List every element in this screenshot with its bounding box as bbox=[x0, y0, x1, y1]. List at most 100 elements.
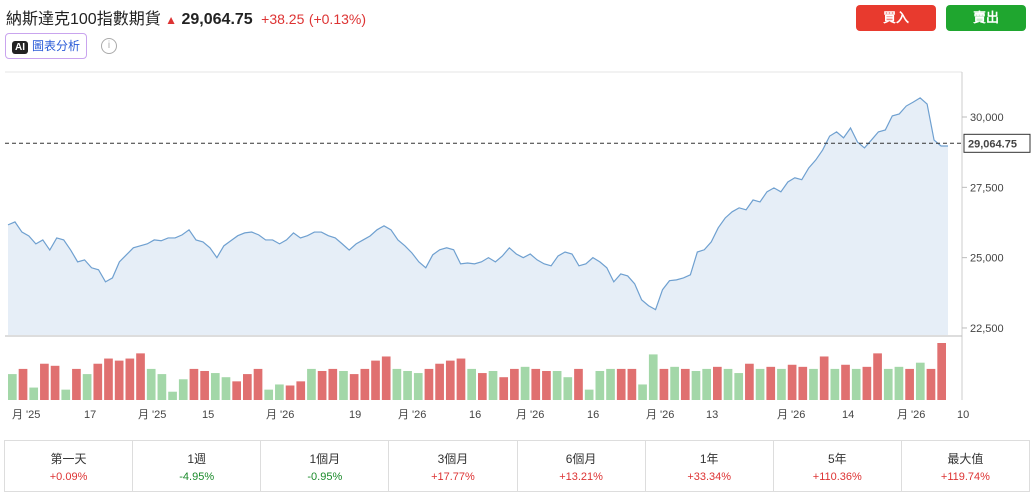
volume-bar bbox=[616, 368, 626, 400]
volume-bar bbox=[499, 377, 509, 400]
volume-bar bbox=[713, 366, 722, 400]
x-tick-label: 月 '25 bbox=[12, 409, 40, 421]
period-change: -4.95% bbox=[179, 471, 215, 483]
volume-bar bbox=[531, 368, 541, 400]
volume-bar bbox=[937, 343, 946, 400]
info-icon[interactable]: i bbox=[101, 38, 117, 54]
change-pct: (+0.13%) bbox=[308, 11, 367, 27]
period-cell[interactable]: 6個月 +13.21% bbox=[518, 441, 646, 491]
volume-bar bbox=[798, 366, 808, 400]
header: 納斯達克100指數期貨 ▲ 29,064.75 +38.25 (+0.13%) bbox=[6, 5, 366, 29]
volume-bar bbox=[93, 363, 103, 400]
x-tick-label: 月 '26 bbox=[777, 409, 805, 421]
volume-bar bbox=[136, 353, 145, 400]
x-tick-label: 月 '26 bbox=[398, 409, 426, 421]
x-tick-label: 月 '26 bbox=[266, 409, 294, 421]
period-label: 6個月 bbox=[565, 452, 597, 466]
volume-bar bbox=[584, 389, 594, 400]
x-tick-label: 月 '26 bbox=[646, 409, 674, 421]
volume-bar bbox=[146, 368, 156, 400]
volume-bar bbox=[82, 374, 92, 400]
volume-bar bbox=[157, 374, 167, 400]
ai-button[interactable]: AI 圖表分析 bbox=[5, 33, 88, 59]
x-tick-label: 17 bbox=[84, 409, 96, 421]
volume-bar bbox=[403, 370, 412, 400]
volume-bar bbox=[264, 389, 274, 400]
price-line bbox=[7, 97, 948, 311]
volume-bar bbox=[178, 379, 188, 400]
volume-bar bbox=[755, 368, 765, 400]
volume-bar bbox=[873, 353, 882, 400]
period-label: 最大值 bbox=[947, 452, 984, 466]
volume-bar bbox=[50, 365, 60, 400]
volume-bar bbox=[542, 370, 551, 400]
volume-bar bbox=[648, 354, 658, 400]
volume-bar bbox=[285, 385, 295, 400]
volume-bar bbox=[349, 374, 359, 400]
volume-bar bbox=[627, 368, 637, 400]
period-cell[interactable]: 最大值 +119.74% bbox=[902, 441, 1029, 491]
volume-bar bbox=[563, 377, 573, 400]
volume-bar bbox=[29, 387, 39, 400]
volume-bar bbox=[221, 377, 231, 400]
period-cell[interactable]: 3個月 +17.77% bbox=[389, 441, 518, 491]
change: +38.25 bbox=[261, 11, 305, 27]
y-tick-label: 30,000 bbox=[970, 112, 1004, 124]
volume-bar bbox=[435, 363, 444, 400]
volume-bar bbox=[339, 370, 348, 400]
y-tick-label: 27,500 bbox=[970, 182, 1004, 194]
title: 納斯達克100指數期貨 bbox=[6, 11, 161, 28]
period-cell[interactable]: 第一天 +0.09% bbox=[5, 441, 134, 491]
volume-bar bbox=[841, 364, 850, 400]
period-change: +0.09% bbox=[49, 471, 88, 483]
x-tick-label: 16 bbox=[587, 409, 599, 421]
x-tick-label: 月 '26 bbox=[516, 409, 544, 421]
period-label: 1個月 bbox=[309, 452, 341, 466]
volume-bar bbox=[114, 360, 124, 400]
volume-bar bbox=[445, 360, 455, 400]
volume-bar bbox=[243, 374, 252, 400]
period-cell[interactable]: 1個月 -0.95% bbox=[261, 441, 390, 491]
period-cell[interactable]: 1年 +33.34% bbox=[646, 441, 774, 491]
x-tick-label: 16 bbox=[469, 409, 481, 421]
period-cell[interactable]: 1週 -4.95% bbox=[133, 441, 262, 491]
volume-bar bbox=[520, 366, 530, 400]
volume-bar bbox=[606, 368, 615, 400]
up-arrow: ▲ bbox=[165, 13, 178, 27]
volume-bar bbox=[777, 368, 786, 400]
volume-bar bbox=[510, 368, 519, 400]
period-label: 5年 bbox=[827, 452, 847, 466]
volume-bar bbox=[488, 370, 498, 400]
y-tick-label: 25,000 bbox=[970, 253, 1004, 265]
chart: 22,500 25,000 27,500 30,000 29,064.75 月 '25 17… bbox=[5, 71, 1031, 421]
volume-bar bbox=[745, 363, 754, 400]
volume-bar bbox=[851, 368, 861, 400]
volume-bar bbox=[595, 370, 605, 400]
period-change: +110.36% bbox=[812, 471, 862, 483]
volume-bar bbox=[883, 368, 893, 400]
volume-bar bbox=[328, 368, 338, 400]
volume-bar bbox=[787, 364, 797, 400]
volume-bar bbox=[734, 373, 744, 400]
volume-bar bbox=[723, 368, 733, 400]
period-cell[interactable]: 5年 +110.36% bbox=[774, 441, 902, 491]
x-tick-label: 15 bbox=[202, 409, 214, 421]
volume-bar bbox=[670, 366, 679, 400]
volume-bar bbox=[413, 373, 423, 400]
period-table: 第一天 +0.09% 1週 -4.95% 1個月 -0.95% 3個月 +17.77% 6個月 +… bbox=[4, 440, 1030, 492]
volume-bar bbox=[638, 384, 647, 400]
volume-bar bbox=[232, 381, 241, 400]
volume-bar bbox=[72, 368, 81, 400]
period-label: 1年 bbox=[699, 452, 719, 466]
ai-badge: AI bbox=[12, 41, 28, 54]
volume-bar bbox=[296, 381, 306, 400]
buy-button[interactable]: 買入 bbox=[856, 5, 936, 31]
x-tick-label: 月 '26 bbox=[897, 409, 925, 421]
volume-bar bbox=[189, 368, 199, 400]
current-price-box bbox=[963, 133, 1031, 153]
volume-bar bbox=[915, 362, 925, 400]
sell-button[interactable]: 賣出 bbox=[946, 5, 1026, 31]
current-price-label: 29,064.75 bbox=[968, 138, 1017, 150]
volume-bar bbox=[210, 373, 220, 400]
volume-bar bbox=[424, 368, 434, 400]
